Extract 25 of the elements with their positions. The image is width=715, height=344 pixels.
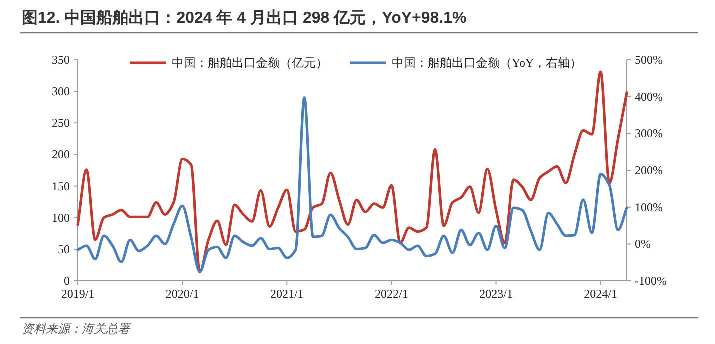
y-tick-label: 250 [52, 116, 70, 130]
y-tick-label: 0 [64, 274, 70, 288]
y-tick-label: 150 [52, 179, 70, 194]
x-tick-label: 2019/1 [61, 287, 95, 301]
x-tick-label: 2021/1 [270, 287, 304, 301]
text: 资料来源：海关总署 [22, 322, 132, 336]
y-tick-label: 200 [52, 148, 70, 162]
x-tick-label: 2024/1 [584, 287, 618, 301]
y2-tick-label: 400% [635, 90, 663, 104]
y-tick-label: 300 [52, 84, 70, 99]
y2-tick-label: 300% [635, 126, 663, 141]
x-tick-label: 2020/1 [166, 287, 200, 301]
chart-title: 图12. 中国船舶出口：2024 年 4 月出口 298 亿元，YoY+98.1% [22, 9, 467, 27]
legend-label: 中国：船舶出口金额（YoY，右轴） [392, 56, 582, 70]
y-tick-label: 350 [52, 53, 70, 67]
y-tick-label: 50 [58, 242, 70, 256]
x-tick-label: 2023/1 [480, 287, 513, 301]
x-tick-label: 2022/1 [375, 287, 408, 301]
y2-tick-label: 200% [635, 164, 663, 178]
y2-tick-label: -100% [635, 274, 667, 288]
y2-tick-label: 500% [635, 53, 663, 67]
legend-label: 中国：船舶出口金额（亿元） [172, 56, 328, 70]
y-tick-label: 100 [52, 210, 70, 225]
y2-tick-label: 100% [635, 200, 663, 214]
y2-tick-label: 0% [635, 237, 651, 252]
